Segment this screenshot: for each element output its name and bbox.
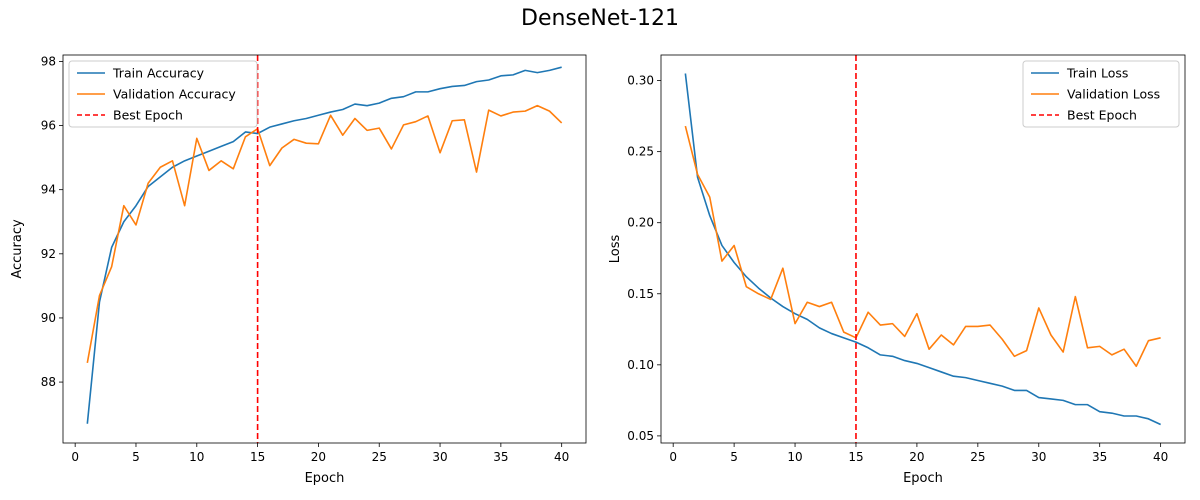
x-tick-label: 10 [189,450,204,464]
y-tick-label: 96 [41,119,56,133]
y-tick-label: 92 [41,247,56,261]
legend-label: Validation Loss [1067,87,1160,102]
y-tick-label: 0.05 [627,429,654,443]
figure-title: DenseNet-121 [521,6,679,31]
x-tick-label: 0 [669,450,677,464]
legend-box [1022,60,1180,128]
panel-1-legend: Train Accuracy Validation Accuracy Best Ep… [68,60,258,128]
series-line-validation-loss [684,125,1161,368]
x-tick-label: 5 [730,450,738,464]
x-tick-label: 20 [311,450,326,464]
y-tick-label: 0.10 [627,358,654,372]
y-tick-label: 88 [41,375,56,389]
legend-box [68,60,258,128]
x-tick-label: 35 [493,450,508,464]
x-tick-label: 30 [432,450,447,464]
series-line-validation-accuracy [86,104,563,363]
panel-1-group: 0 5 10 15 20 25 30 35 40 88 90 92 94 96 98 Epoch Accurac… [10,54,587,486]
x-axis-label: Epoch [305,471,345,486]
x-tick-label: 5 [132,450,140,464]
legend-label: Train Accuracy [112,66,205,81]
y-tick-label: 0.25 [627,145,654,159]
x-tick-label: 15 [250,450,265,464]
panel-2-legend: Train Loss Validation Loss Best Epoch [1022,60,1180,128]
legend-label: Validation Accuracy [113,87,236,102]
x-tick-label: 40 [1153,450,1168,464]
x-tick-label: 30 [1031,450,1046,464]
x-tick-label: 25 [372,450,387,464]
panel-2-axes-frame [660,54,1186,444]
x-axis-label: Epoch [903,471,943,486]
y-tick-label: 98 [41,54,56,68]
x-tick-label: 40 [554,450,569,464]
x-tick-label: 20 [909,450,924,464]
legend-label: Best Epoch [1067,108,1137,123]
x-tick-label: 0 [71,450,79,464]
y-tick-label: 0.30 [627,74,654,88]
y-tick-label: 90 [41,311,56,325]
y-tick-label: 94 [41,183,56,197]
x-tick-label: 35 [1092,450,1107,464]
x-tick-label: 15 [848,450,863,464]
legend-label: Best Epoch [113,108,183,123]
panel-2-group: 0 5 10 15 20 25 30 35 40 0.05 0.10 0.15 0.20 0.25 0.30… [608,54,1186,486]
series-line-train-loss [684,73,1161,426]
series-line-train-accuracy [86,66,562,424]
panel-1-axes-frame [62,54,587,444]
y-axis-label: Accuracy [10,219,25,279]
x-tick-label: 25 [970,450,985,464]
y-tick-label: 0.20 [627,216,654,230]
y-tick-label: 0.15 [627,287,654,301]
x-tick-label: 10 [787,450,802,464]
legend-label: Train Loss [1066,66,1128,81]
y-axis-label: Loss [608,235,623,264]
